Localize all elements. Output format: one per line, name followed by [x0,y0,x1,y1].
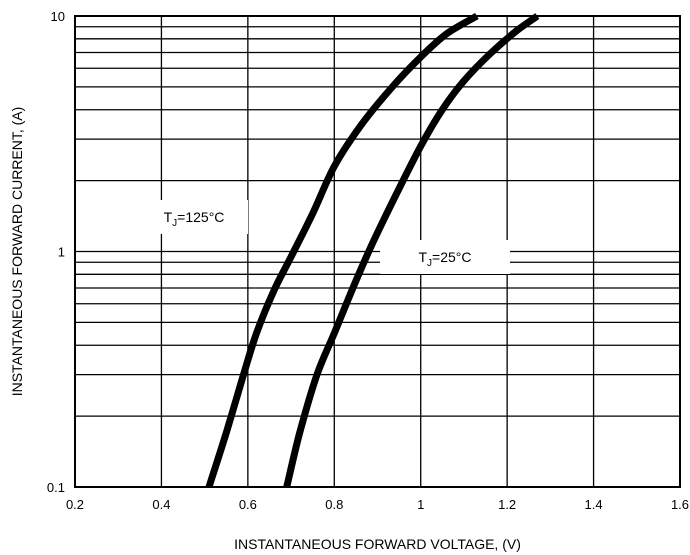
series-label-main: T [418,249,427,265]
chart-annotations: TJ=125°CTJ=25°C [140,200,510,274]
y-tick-label: 10 [51,9,65,24]
series-line-tj-125c [205,12,479,489]
x-tick-label: 0.6 [239,497,257,512]
x-tick-label: 1 [417,497,424,512]
x-tick-label: 0.2 [66,497,84,512]
series-label: TJ=125°C [164,209,225,229]
series-label: TJ=25°C [418,249,471,269]
x-tick-label: 0.4 [152,497,170,512]
y-tick-label: 0.1 [47,480,65,495]
chart-tick-labels: 0.2 0.4 0.6 0.8 1 1.2 1.4 1.6 0.1 1 10 [47,9,689,512]
series-label-subscript: J [172,218,177,229]
chart-grid [75,16,680,487]
x-tick-label: 1.2 [498,497,516,512]
series-label-rest: =125°C [177,209,224,225]
series-label-subscript: J [427,258,432,269]
y-axis-label: INSTANTANEOUS FORWARD CURRENT, (A) [9,107,25,397]
series-label-main: T [164,209,173,225]
series-label-rest: =25°C [432,249,471,265]
plot-frame [74,15,681,488]
x-axis-label: INSTANTANEOUS FORWARD VOLTAGE, (V) [234,536,521,552]
series-line-tj-25c [283,13,540,488]
x-tick-label: 0.8 [325,497,343,512]
x-tick-label: 1.6 [671,497,689,512]
x-tick-label: 1.4 [585,497,603,512]
y-tick-label: 1 [58,245,65,260]
chart-curves [205,12,540,489]
series-label-box [140,200,248,234]
series-label-box [380,240,510,274]
